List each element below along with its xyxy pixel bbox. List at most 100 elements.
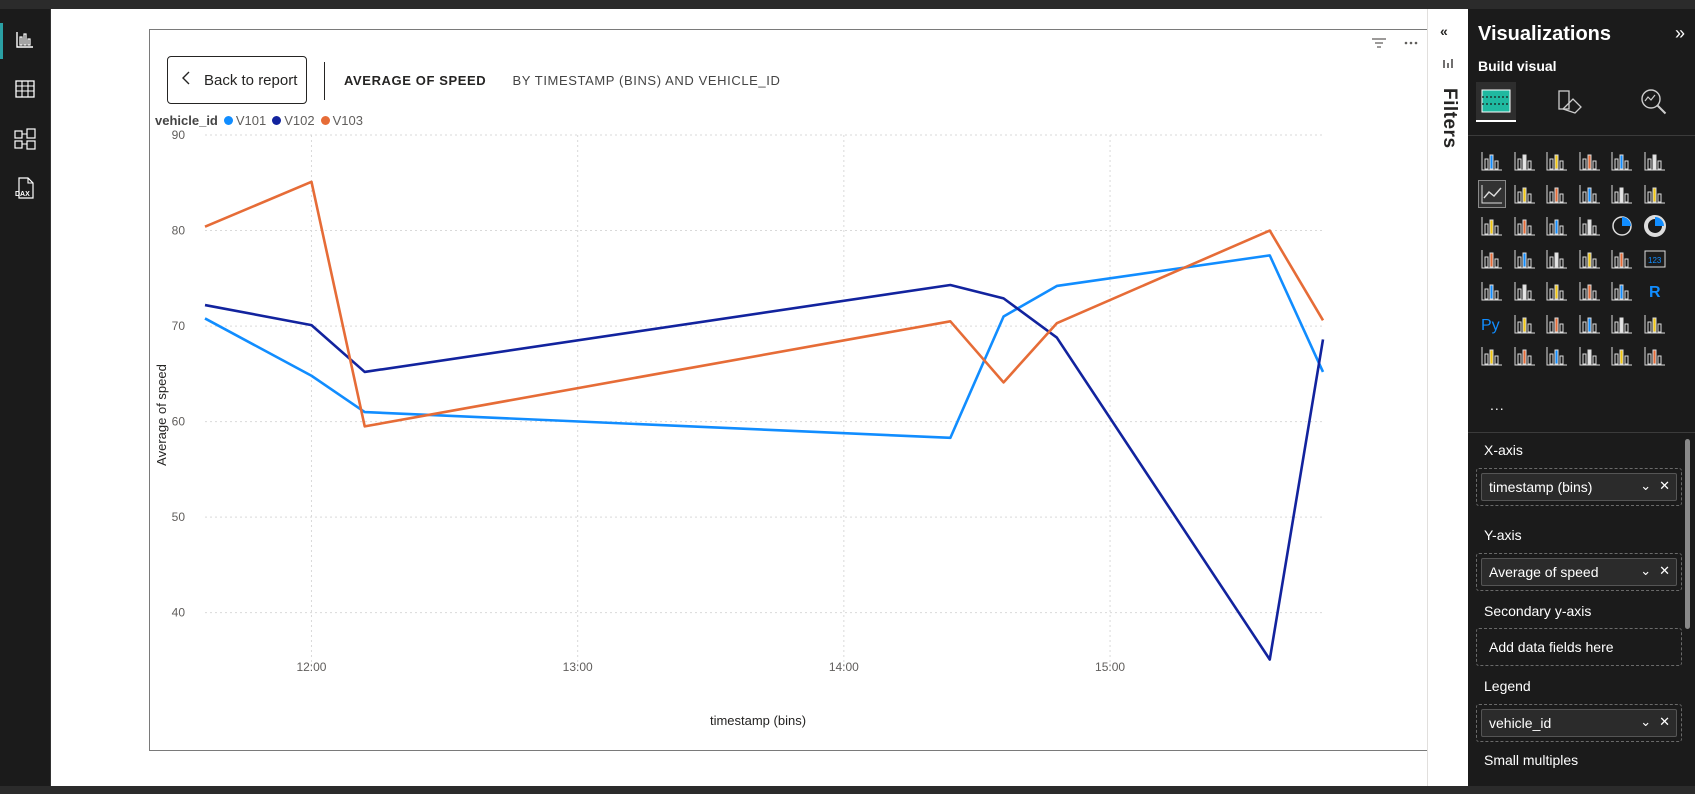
map-icon[interactable] bbox=[1511, 245, 1539, 273]
small-multiples-well-label: Small multiples bbox=[1484, 752, 1579, 768]
legend-item-v102[interactable]: V102 bbox=[272, 113, 315, 128]
line-clustered-column-icon[interactable] bbox=[1641, 180, 1669, 208]
pane-divider bbox=[1468, 135, 1695, 136]
filter-icon[interactable] bbox=[1371, 36, 1387, 54]
power-apps-icon[interactable] bbox=[1511, 342, 1539, 370]
x-axis-label: timestamp (bins) bbox=[710, 713, 806, 728]
expand-right-icon[interactable]: » bbox=[1674, 23, 1685, 43]
power-automate-icon[interactable] bbox=[1543, 342, 1571, 370]
secondary-y-well-label: Secondary y-axis bbox=[1484, 603, 1592, 619]
x-axis-well-label: X-axis bbox=[1484, 442, 1523, 458]
slicer-icon[interactable] bbox=[1543, 277, 1571, 305]
active-view-indicator bbox=[0, 23, 3, 59]
scatter-icon[interactable] bbox=[1576, 212, 1604, 240]
more-options-icon[interactable] bbox=[1403, 36, 1419, 54]
pane-divider bbox=[1468, 432, 1695, 433]
dax-query-view-icon[interactable]: DAX bbox=[8, 171, 42, 205]
secondary-y-well[interactable]: Add data fields here bbox=[1476, 628, 1682, 666]
close-icon[interactable]: ✕ bbox=[1659, 478, 1670, 493]
close-icon[interactable]: ✕ bbox=[1659, 563, 1670, 578]
treemap-icon[interactable] bbox=[1478, 245, 1506, 273]
multi-row-card-icon[interactable] bbox=[1478, 277, 1506, 305]
series-line-v101[interactable] bbox=[204, 254, 1325, 440]
y-tick-label: 40 bbox=[172, 606, 186, 620]
legend-well[interactable]: vehicle_id ⌄ ✕ bbox=[1476, 704, 1682, 742]
field-name: timestamp (bins) bbox=[1489, 479, 1593, 495]
axis-ticks: 40 50 60 70 80 90 12:00 13:00 14:00 15:00 bbox=[172, 128, 1126, 674]
model-view-icon[interactable] bbox=[8, 122, 42, 156]
chevron-down-icon[interactable]: ⌄ bbox=[1640, 563, 1652, 578]
line-chart-icon[interactable] bbox=[1478, 179, 1506, 208]
back-to-report-button[interactable]: Back to report bbox=[167, 56, 307, 104]
chevron-down-icon[interactable]: ⌄ bbox=[1640, 714, 1652, 729]
arcgis-icon[interactable] bbox=[1576, 342, 1604, 370]
x-tick-label: 15:00 bbox=[1095, 660, 1125, 674]
x-axis-well[interactable]: timestamp (bins) ⌄ ✕ bbox=[1476, 468, 1682, 506]
paginated-report-icon[interactable] bbox=[1478, 342, 1506, 370]
legend-field-pill[interactable]: vehicle_id ⌄ ✕ bbox=[1481, 709, 1677, 737]
funnel-icon[interactable] bbox=[1543, 212, 1571, 240]
100-column-icon[interactable] bbox=[1641, 147, 1669, 175]
card-icon[interactable]: 123 bbox=[1641, 245, 1669, 273]
table-icon[interactable] bbox=[1576, 277, 1604, 305]
y-axis-well-label: Y-axis bbox=[1484, 527, 1522, 543]
python-visual-icon[interactable]: Py bbox=[1478, 310, 1506, 338]
automate-icon[interactable] bbox=[1641, 342, 1669, 370]
filter-pane-icon bbox=[1442, 57, 1454, 75]
table-view-icon[interactable] bbox=[8, 72, 42, 106]
y-axis-well[interactable]: Average of speed ⌄ ✕ bbox=[1476, 553, 1682, 591]
100-bar-icon[interactable] bbox=[1608, 147, 1636, 175]
x-axis-field-pill[interactable]: timestamp (bins) ⌄ ✕ bbox=[1481, 473, 1677, 501]
y-axis-field-pill[interactable]: Average of speed ⌄ ✕ bbox=[1481, 558, 1677, 586]
area-chart-icon[interactable] bbox=[1511, 180, 1539, 208]
pane-scrollbar[interactable] bbox=[1685, 439, 1690, 629]
chart-title-sub: BY TIMESTAMP (BINS) AND VEHICLE_ID bbox=[512, 73, 781, 88]
series-line-v102[interactable] bbox=[204, 283, 1325, 661]
legend-item-v103[interactable]: V103 bbox=[320, 113, 363, 128]
focus-mode-visual[interactable]: Back to report AVERAGE OF SPEED BY TIMES… bbox=[149, 29, 1430, 751]
filters-pane-collapsed[interactable]: « bbox=[1427, 9, 1468, 786]
field-name: vehicle_id bbox=[1489, 715, 1552, 731]
close-icon[interactable]: ✕ bbox=[1659, 714, 1670, 729]
analytics-tab[interactable] bbox=[1634, 82, 1674, 122]
waterfall-icon[interactable] bbox=[1511, 212, 1539, 240]
r-visual-icon[interactable]: R bbox=[1641, 277, 1669, 305]
filled-map-icon[interactable] bbox=[1543, 245, 1571, 273]
svg-text:R: R bbox=[1649, 284, 1661, 301]
power-bi-app-icon[interactable] bbox=[1608, 342, 1636, 370]
legend-item-v101[interactable]: V101 bbox=[223, 113, 266, 128]
collapse-left-icon[interactable]: « bbox=[1440, 23, 1448, 39]
chevron-down-icon[interactable]: ⌄ bbox=[1640, 478, 1652, 493]
pie-icon[interactable] bbox=[1608, 212, 1636, 240]
key-influencers-icon[interactable] bbox=[1511, 310, 1539, 338]
matrix-icon[interactable] bbox=[1608, 277, 1636, 305]
format-visual-tab[interactable] bbox=[1550, 82, 1590, 122]
line-chart[interactable]: 40 50 60 70 80 90 12:00 13:00 14:00 15:00 timesta… bbox=[150, 30, 1431, 752]
more-visuals-button[interactable]: ... bbox=[1490, 397, 1505, 413]
legend-label: V103 bbox=[332, 113, 363, 128]
stacked-column-icon[interactable] bbox=[1511, 147, 1539, 175]
chart-title: AVERAGE OF SPEED BY TIMESTAMP (BINS) AND… bbox=[344, 73, 780, 88]
svg-text:DAX: DAX bbox=[15, 191, 30, 198]
100-area-icon[interactable] bbox=[1576, 180, 1604, 208]
stacked-area-icon[interactable] bbox=[1543, 180, 1571, 208]
report-view-icon[interactable] bbox=[8, 23, 42, 57]
qa-icon[interactable] bbox=[1576, 310, 1604, 338]
ribbon-chart-icon[interactable] bbox=[1478, 212, 1506, 240]
line-column-icon[interactable] bbox=[1608, 180, 1636, 208]
kpi-icon[interactable] bbox=[1511, 277, 1539, 305]
y-tick-label: 80 bbox=[172, 224, 186, 238]
decomposition-tree-icon[interactable] bbox=[1543, 310, 1571, 338]
series-line-v103[interactable] bbox=[204, 180, 1325, 428]
clustered-bar-icon[interactable] bbox=[1543, 147, 1571, 175]
clustered-column-icon[interactable] bbox=[1576, 147, 1604, 175]
azure-map-icon[interactable] bbox=[1576, 245, 1604, 273]
build-visual-label: Build visual bbox=[1478, 58, 1557, 74]
filters-label[interactable]: Filters bbox=[1439, 88, 1460, 149]
stacked-bar-icon[interactable] bbox=[1478, 147, 1506, 175]
narrative-icon[interactable] bbox=[1608, 310, 1636, 338]
donut-icon[interactable] bbox=[1641, 212, 1669, 240]
goals-icon[interactable] bbox=[1641, 310, 1669, 338]
gauge-icon[interactable] bbox=[1608, 245, 1636, 273]
build-visual-tab[interactable] bbox=[1476, 82, 1516, 122]
